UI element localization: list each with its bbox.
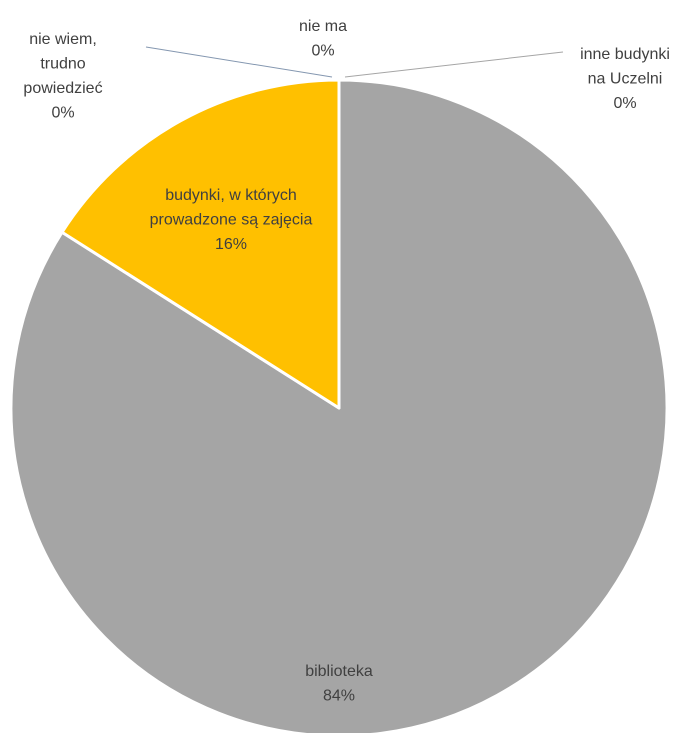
data-label-value: 0% [51,105,74,122]
data-label-budynki-w-ktorych-prowadzone-sa-zajecia: budynki, w których prowadzone są zajęcia 1… [150,187,313,253]
data-labels-layer: biblioteka 84% budynki, w których prowadzon… [23,18,670,705]
data-label-value: 0% [311,43,334,60]
data-label-category: prowadzone są zajęcia [150,212,313,229]
slices-layer [9,78,669,738]
pie-slice-budynki-w-ktorych-prowadzone-sa-zajecia [60,78,341,410]
data-label-biblioteka: biblioteka 84% [305,663,373,705]
data-label-nie-wiem-trudno-powiedziec: nie wiem, trudno powiedzieć 0% [23,31,102,122]
data-label-value: 16% [215,236,247,253]
leader-line-inne-budynki-na-uczelni [344,51,564,78]
data-label-category: budynki, w których [165,187,297,204]
data-label-category: trudno [40,56,85,73]
data-label-category: biblioteka [305,663,373,680]
data-label-value: 0% [613,95,636,112]
data-label-value: 84% [323,688,355,705]
data-label-inne-budynki-na-uczelni: inne budynki na Uczelni 0% [580,46,670,112]
data-label-category: nie wiem, [29,31,97,48]
data-label-category: nie ma [299,18,347,35]
data-label-nie-ma: nie ma 0% [299,18,347,60]
leader-lines-layer [145,46,564,78]
data-label-category: powiedzieć [23,80,102,97]
data-label-category: inne budynki [580,46,670,63]
leader-line-nie-wiem-trudno-powiedziec [145,46,333,78]
data-label-category: na Uczelni [588,71,663,88]
